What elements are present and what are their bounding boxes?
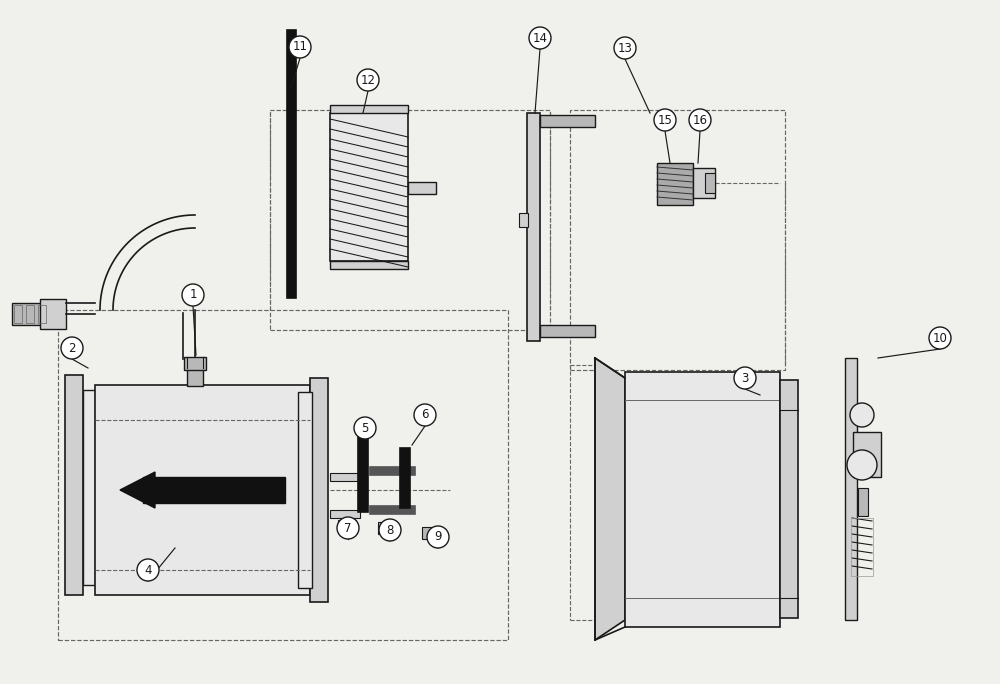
Bar (187, 368, 203, 386)
Bar (358, 437, 368, 512)
Text: 5: 5 (361, 421, 369, 434)
Bar (330, 105, 408, 113)
Bar (540, 325, 595, 337)
Bar (527, 113, 540, 341)
Polygon shape (595, 358, 625, 640)
Text: 14: 14 (532, 31, 548, 44)
Bar (378, 522, 394, 534)
Bar (370, 506, 415, 514)
Circle shape (61, 337, 83, 359)
Polygon shape (143, 477, 285, 503)
Circle shape (427, 526, 449, 548)
Text: 8: 8 (386, 523, 394, 536)
Bar (400, 448, 410, 508)
Bar (851, 518, 873, 576)
Bar (12, 303, 64, 325)
Circle shape (337, 517, 359, 539)
Circle shape (137, 559, 159, 581)
Text: 4: 4 (144, 564, 152, 577)
Bar (519, 213, 528, 227)
Bar (26, 305, 34, 323)
Bar (14, 305, 22, 323)
Text: 11: 11 (292, 40, 308, 53)
Bar (310, 378, 328, 602)
Bar (330, 473, 360, 481)
Bar (38, 305, 46, 323)
Text: 6: 6 (421, 408, 429, 421)
Bar (338, 520, 356, 532)
Circle shape (850, 403, 874, 427)
Circle shape (414, 404, 436, 426)
Circle shape (182, 284, 204, 306)
Bar (58, 310, 508, 640)
Bar (287, 30, 296, 298)
Text: 16: 16 (692, 114, 708, 127)
Text: 3: 3 (741, 371, 749, 384)
Bar (845, 358, 857, 620)
Bar (858, 488, 868, 516)
Text: 12: 12 (360, 73, 376, 86)
Bar (83, 390, 95, 585)
Bar (625, 372, 780, 627)
Text: 2: 2 (68, 341, 76, 354)
Bar (330, 510, 360, 518)
Bar (184, 357, 206, 370)
Circle shape (357, 69, 379, 91)
Bar (408, 182, 436, 194)
Circle shape (379, 519, 401, 541)
Bar (540, 115, 595, 127)
Bar (657, 163, 693, 205)
Bar (422, 527, 438, 539)
Text: 9: 9 (434, 531, 442, 544)
Text: 15: 15 (658, 114, 672, 127)
Bar (330, 261, 408, 269)
Bar (370, 467, 415, 475)
Text: 10: 10 (933, 332, 947, 345)
Circle shape (529, 27, 551, 49)
Circle shape (847, 450, 877, 480)
Circle shape (614, 37, 636, 59)
Bar (693, 168, 715, 198)
Circle shape (289, 36, 311, 58)
Circle shape (689, 109, 711, 131)
Bar (95, 385, 310, 595)
Bar (298, 392, 312, 588)
Polygon shape (120, 472, 155, 508)
Bar (853, 432, 881, 477)
Bar (330, 113, 408, 261)
Bar (40, 299, 66, 329)
Text: 7: 7 (344, 521, 352, 534)
Circle shape (734, 367, 756, 389)
Text: 1: 1 (189, 289, 197, 302)
Circle shape (354, 417, 376, 439)
Circle shape (654, 109, 676, 131)
Bar (270, 110, 550, 330)
Text: 13: 13 (618, 42, 632, 55)
Bar (705, 173, 715, 193)
Bar (65, 375, 83, 595)
Circle shape (929, 327, 951, 349)
Bar (780, 380, 798, 618)
Bar (570, 110, 785, 370)
